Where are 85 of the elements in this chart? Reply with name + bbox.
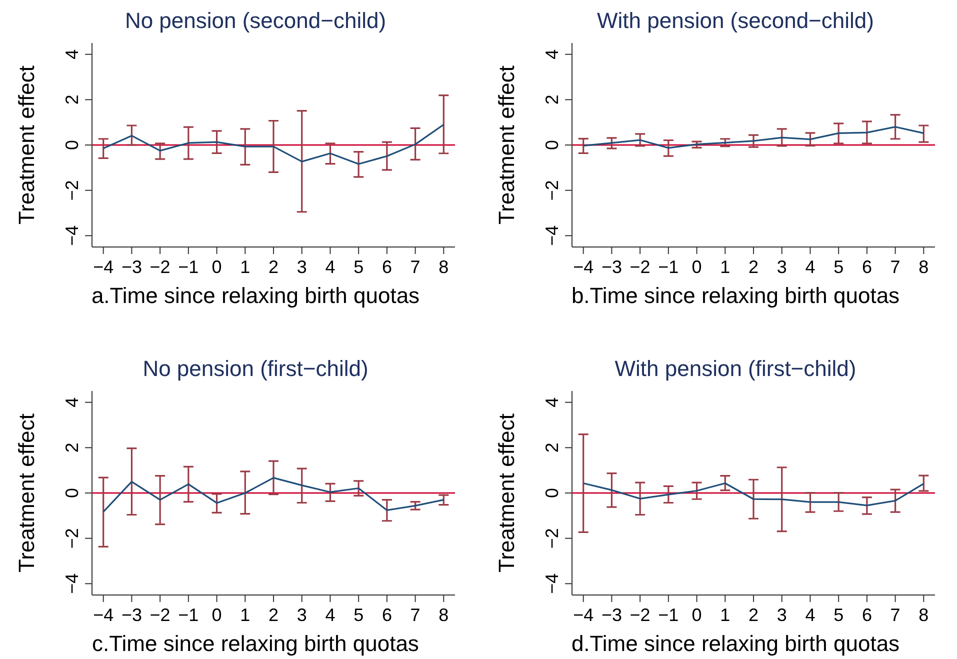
x-tick-label: 6 [382,257,392,278]
x-tick-label: −4 [573,605,594,626]
x-tick-label: 2 [748,605,759,626]
y-tick-label: −2 [62,180,82,201]
x-axis-title: d.Time since relaxing birth quotas [571,631,900,656]
y-axis-title: Treatment effect [494,66,519,224]
x-axis-title: a.Time since relaxing birth quotas [91,283,420,308]
y-axis-title: Treatment effect [14,414,39,572]
x-tick-label: 4 [325,605,336,626]
y-tick-label: −2 [542,528,562,549]
x-tick-label: −4 [93,605,114,626]
y-tick-label: −4 [62,573,82,594]
x-tick-label: 0 [212,605,222,626]
x-tick-label: 8 [438,257,449,278]
x-tick-label: 7 [890,257,900,278]
y-tick-label: 2 [542,442,562,453]
y-tick-label: 2 [62,442,82,453]
y-tick-label: 0 [62,488,82,498]
x-axis-title: c.Time since relaxing birth quotas [92,631,419,656]
x-tick-label: 7 [410,605,420,626]
y-tick-label: 4 [542,397,562,408]
x-tick-label: 6 [862,257,872,278]
x-tick-label: 5 [354,605,364,626]
x-tick-label: 2 [268,605,279,626]
x-tick-label: 3 [296,605,307,626]
y-tick-label: 4 [542,49,562,60]
x-tick-label: −2 [630,605,650,626]
x-tick-label: −2 [630,257,650,278]
x-tick-label: −1 [658,605,679,626]
x-tick-label: −4 [93,257,114,278]
x-tick-label: −4 [573,257,594,278]
x-tick-label: 7 [410,257,420,278]
x-tick-label: −3 [601,257,622,278]
y-tick-label: 4 [62,397,82,408]
y-tick-label: −2 [62,528,82,549]
chart-title: No pension (first−child) [142,356,368,381]
y-tick-label: 2 [62,94,82,105]
x-tick-label: −2 [150,257,170,278]
x-tick-label: 1 [240,605,250,626]
y-tick-label: 4 [62,49,82,60]
x-tick-label: 2 [748,257,759,278]
y-tick-label: 0 [542,140,562,150]
x-tick-label: 0 [212,257,222,278]
y-tick-label: −2 [542,180,562,201]
x-tick-label: 6 [862,605,872,626]
y-tick-label: −4 [62,225,82,246]
x-tick-label: 4 [805,605,816,626]
x-tick-label: 5 [834,257,844,278]
x-tick-label: 0 [692,605,702,626]
x-tick-label: −3 [121,605,142,626]
y-tick-label: 0 [542,488,562,498]
x-tick-label: 7 [890,605,900,626]
y-tick-label: 0 [62,140,82,150]
x-tick-label: −3 [601,605,622,626]
y-tick-label: −4 [542,573,562,594]
line-series [102,124,444,165]
x-tick-label: 0 [692,257,702,278]
x-tick-label: 4 [325,257,336,278]
chart-title: With pension (first−child) [614,356,856,381]
x-tick-label: −2 [150,605,170,626]
x-tick-label: −1 [658,257,679,278]
x-tick-label: 5 [354,257,364,278]
chart-title: With pension (second−child) [597,8,874,33]
x-tick-label: 8 [918,605,929,626]
y-tick-label: 2 [542,94,562,105]
y-axis-title: Treatment effect [14,66,39,224]
x-axis-title: b.Time since relaxing birth quotas [571,283,900,308]
x-tick-label: −1 [178,257,199,278]
x-tick-label: 5 [834,605,844,626]
x-tick-label: 3 [776,257,787,278]
y-tick-label: −4 [542,225,562,246]
x-tick-label: 4 [805,257,816,278]
x-tick-label: 2 [268,257,279,278]
x-tick-label: 3 [296,257,307,278]
chart-title: No pension (second−child) [124,8,386,33]
y-axis-title: Treatment effect [494,414,519,572]
x-tick-label: 1 [240,257,250,278]
x-tick-label: 1 [720,257,730,278]
x-tick-label: 8 [438,605,449,626]
x-tick-label: −1 [178,605,199,626]
x-tick-label: −3 [121,257,142,278]
x-tick-label: 8 [918,257,929,278]
x-tick-label: 1 [720,605,730,626]
x-tick-label: 6 [382,605,392,626]
x-tick-label: 3 [776,605,787,626]
